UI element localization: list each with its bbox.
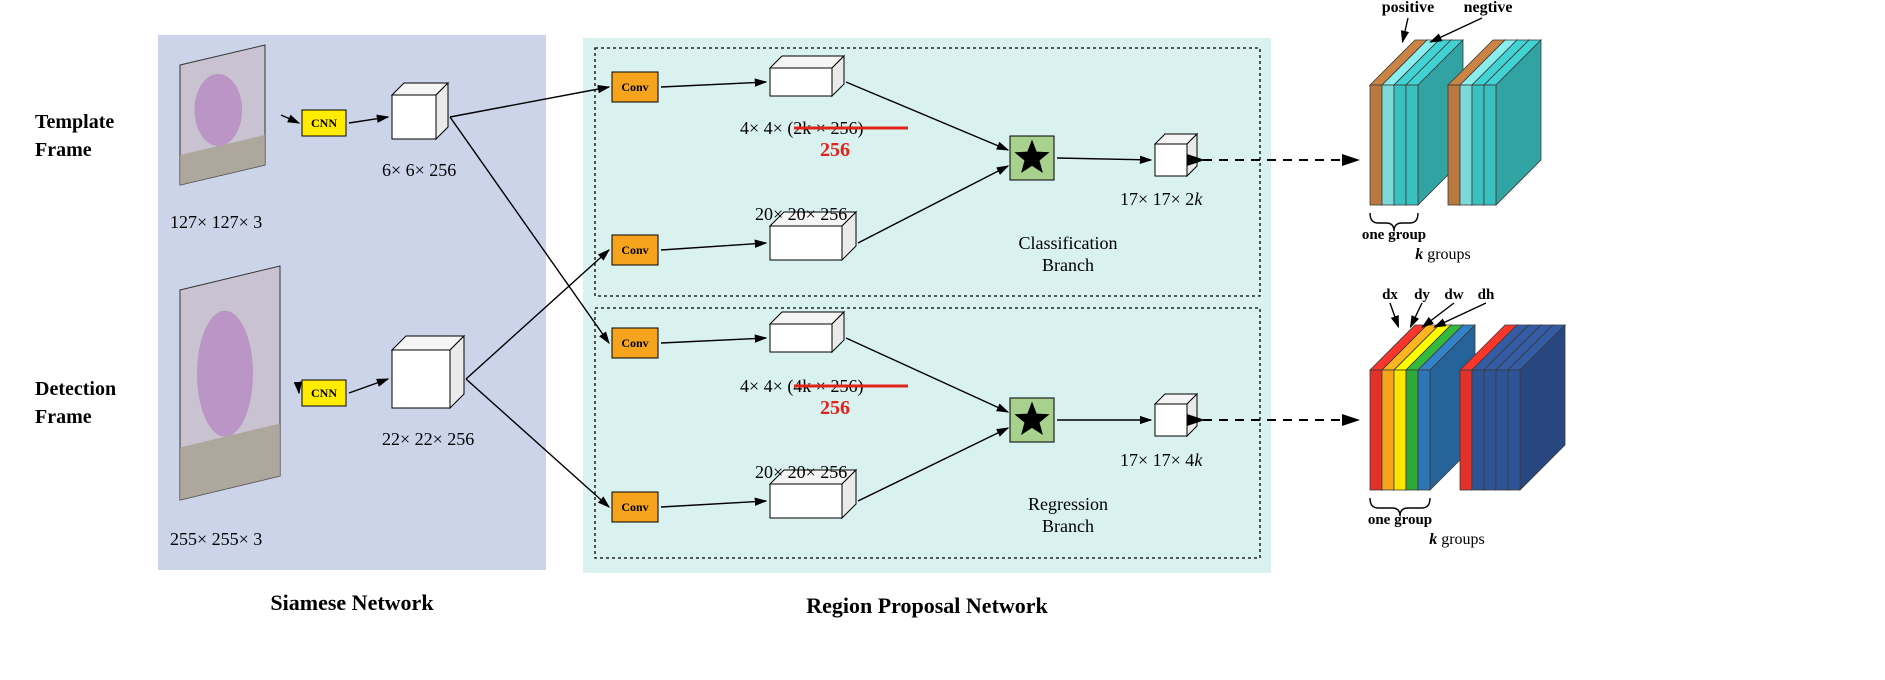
detection-frame-l2: Frame	[35, 406, 92, 428]
reg-stack-group2	[1460, 325, 1565, 490]
conv-reg-bot-label: Conv	[621, 500, 648, 514]
positive-label: positive	[1382, 0, 1434, 16]
cls-top-cube	[770, 56, 844, 96]
arrow	[1435, 303, 1487, 327]
arrow-img-cnn-bot	[298, 383, 299, 393]
dim-cls-out: 17× 17× 2k	[1120, 189, 1203, 209]
dim-cls-bot: 20× 20× 256	[755, 204, 847, 224]
dim-template-in: 127× 127× 3	[170, 212, 262, 232]
cnn-top-label: CNN	[311, 116, 337, 130]
template-frame-l2: Frame	[35, 139, 92, 161]
reg-stack-group1	[1370, 325, 1475, 490]
conv-cls-top-label: Conv	[621, 80, 648, 94]
dx-label: dx	[1382, 287, 1398, 303]
dim-feat-d: 22× 22× 256	[382, 429, 474, 449]
negtive-label: negtive	[1464, 0, 1513, 16]
siamese-title: Siamese Network	[270, 590, 434, 615]
cls-branch-l2: Branch	[1042, 255, 1094, 275]
dw-label: dw	[1444, 287, 1463, 303]
red-256-reg: 256	[820, 397, 850, 419]
detection-frame-l1: Detection	[35, 378, 116, 400]
dy-label: dy	[1414, 287, 1430, 303]
one-group-reg: one group	[1368, 512, 1432, 528]
conv-cls-bot-label: Conv	[621, 243, 648, 257]
arrow	[1403, 18, 1409, 42]
dim-reg-bot: 20× 20× 256	[755, 462, 847, 482]
cls-out-cube	[1155, 134, 1197, 176]
dim-reg-out: 17× 17× 4k	[1120, 450, 1203, 470]
reg-branch-l2: Branch	[1042, 516, 1094, 536]
arrow	[1390, 303, 1399, 327]
arrow	[1423, 303, 1455, 327]
dim-feat-t: 6× 6× 256	[382, 160, 456, 180]
feat-cube-detection	[392, 336, 464, 408]
k-groups-reg: k groups	[1429, 531, 1485, 548]
reg-top-cube	[770, 312, 844, 352]
template-frame-l1: Template	[35, 111, 114, 133]
cnn-bot-label: CNN	[311, 386, 337, 400]
rpn-panel	[583, 38, 1271, 573]
feat-cube-template	[392, 83, 448, 139]
conv-reg-top-label: Conv	[621, 336, 648, 350]
arrow	[1431, 18, 1483, 42]
k-groups-cls: k groups	[1415, 246, 1471, 263]
rpn-title: Region Proposal Network	[806, 593, 1048, 618]
one-group-cls: one group	[1362, 227, 1426, 243]
reg-out-cube	[1155, 394, 1197, 436]
dim-detection-in: 255× 255× 3	[170, 529, 262, 549]
red-256-cls: 256	[820, 139, 850, 161]
arrow	[1411, 303, 1423, 327]
reg-branch-l1: Regression	[1028, 494, 1108, 514]
dh-label: dh	[1478, 287, 1495, 303]
cls-branch-l1: Classification	[1019, 233, 1118, 253]
